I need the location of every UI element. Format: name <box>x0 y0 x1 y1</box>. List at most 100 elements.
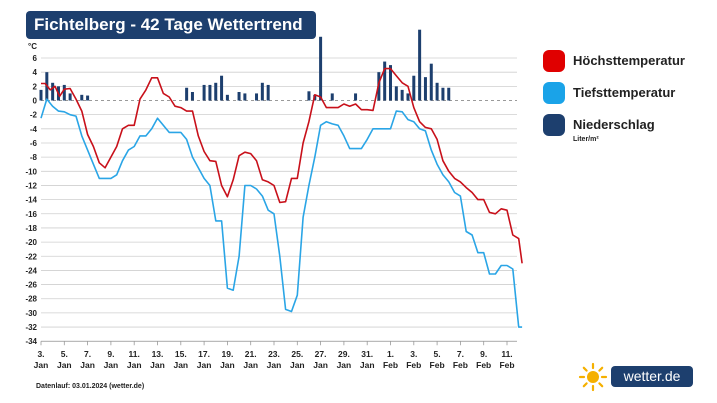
x-tick-month: Jan <box>57 360 72 370</box>
x-tick-month: Feb <box>406 360 421 370</box>
x-tick-day: 21. <box>245 349 257 359</box>
precipitation-bar <box>86 95 90 101</box>
brand-logo[interactable]: wetter.de <box>578 362 696 392</box>
x-tick-month: Jan <box>80 360 95 370</box>
x-tick-day: 11. <box>501 349 512 359</box>
y-tick-label: -6 <box>30 139 38 148</box>
legend-swatch-precip <box>543 114 565 136</box>
precipitation-bar <box>447 87 451 101</box>
y-tick-label: -2 <box>30 111 38 120</box>
precipitation-bar <box>260 82 264 101</box>
page-title: Fichtelberg - 42 Tage Wettertrend <box>26 11 316 39</box>
precipitation-bar <box>383 61 387 101</box>
x-axis: 3.Jan5.Jan7.Jan9.Jan11.Jan13.Jan15.Jan17… <box>34 340 517 370</box>
precipitation-bar <box>255 93 259 101</box>
precipitation-bar <box>389 65 392 101</box>
data-run-note: Datenlauf: 03.01.2024 (wetter.de) <box>36 383 145 390</box>
y-tick-label: 2 <box>33 82 38 91</box>
temperature-lines <box>40 67 523 328</box>
y-tick-label: 4 <box>33 68 38 77</box>
legend-swatch-max <box>543 50 565 72</box>
y-tick-label: 6 <box>33 54 38 63</box>
precipitation-bar <box>68 93 72 101</box>
x-tick-day: 3. <box>410 349 417 359</box>
precipitation-bar <box>220 75 224 101</box>
precipitation-bar <box>394 86 398 101</box>
x-tick-day: 9. <box>480 349 487 359</box>
precipitation-bar <box>185 87 189 101</box>
x-tick-day: 23. <box>268 349 280 359</box>
x-tick-month: Jan <box>220 360 235 370</box>
x-tick-month: Feb <box>499 360 514 370</box>
x-tick-month: Jan <box>267 360 282 370</box>
precipitation-bar <box>80 94 84 101</box>
x-tick-day: 9. <box>107 349 114 359</box>
precipitation-bar <box>435 82 439 101</box>
x-tick-month: Jan <box>150 360 165 370</box>
precipitation-bar <box>190 92 194 101</box>
y-tick-label: -26 <box>25 281 37 290</box>
y-tick-label: -22 <box>25 252 37 261</box>
x-tick-day: 17. <box>198 349 210 359</box>
precipitation-bar <box>412 75 416 101</box>
y-tick-label: -20 <box>25 238 37 247</box>
precipitation-bar <box>214 82 218 101</box>
precipitation-bar <box>39 89 43 101</box>
y-tick-label: -14 <box>25 196 37 205</box>
x-tick-day: 15. <box>175 349 187 359</box>
precipitation-bar <box>400 89 404 101</box>
y-tick-label: -8 <box>30 153 38 162</box>
x-tick-month: Jan <box>337 360 352 370</box>
x-tick-month: Feb <box>453 360 468 370</box>
x-tick-day: 5. <box>434 349 441 359</box>
precipitation-bars <box>39 29 451 101</box>
x-tick-month: Jan <box>173 360 188 370</box>
x-tick-day: 13. <box>152 349 164 359</box>
precipitation-bar <box>243 93 247 101</box>
y-tick-label: -32 <box>25 323 37 332</box>
legend-label-min: Tiefsttemperatur <box>573 85 676 100</box>
x-tick-month: Jan <box>290 360 305 370</box>
y-tick-label: -28 <box>25 295 37 304</box>
max-temperature-line <box>41 67 523 264</box>
brand-badge: wetter.de <box>611 366 693 387</box>
min-temperature-line <box>40 98 523 328</box>
x-tick-month: Jan <box>104 360 119 370</box>
x-tick-day: 27. <box>315 349 327 359</box>
precipitation-bar <box>208 84 212 101</box>
legend-label-precip: Niederschlag <box>573 117 655 132</box>
x-tick-month: Feb <box>476 360 491 370</box>
precipitation-bar <box>429 63 433 101</box>
precipitation-bar <box>202 84 206 101</box>
precipitation-bar <box>354 93 358 101</box>
precipitation-bar <box>51 82 55 101</box>
precipitation-bar <box>62 84 66 101</box>
x-tick-month: Jan <box>197 360 212 370</box>
precipitation-bar <box>266 84 270 101</box>
y-tick-label: -30 <box>25 309 37 318</box>
precipitation-bar <box>237 92 241 101</box>
y-unit-label: °C <box>28 42 37 51</box>
y-axis: 6 4 2 0 -2 -4 -6 -8 -10 -12 -14 -16 -18 -20 -22 -24 -26 -… <box>25 42 37 346</box>
sun-icon <box>578 362 608 392</box>
x-tick-day: 1. <box>387 349 394 359</box>
x-tick-day: 11. <box>129 349 140 359</box>
x-tick-day: 5. <box>61 349 68 359</box>
precipitation-bar <box>307 91 311 101</box>
y-tick-label: -34 <box>25 337 37 346</box>
y-tick-label: 0 <box>33 97 38 106</box>
x-tick-day: 31. <box>361 349 373 359</box>
precipitation-bar <box>423 77 427 101</box>
x-tick-month: Feb <box>383 360 398 370</box>
y-tick-label: -12 <box>25 181 37 190</box>
legend-swatch-min <box>543 82 565 104</box>
precipitation-bar <box>225 94 229 101</box>
x-tick-month: Jan <box>243 360 258 370</box>
y-tick-label: -18 <box>25 224 37 233</box>
x-tick-day: 29. <box>338 349 350 359</box>
precipitation-bar <box>418 29 422 101</box>
y-tick-label: -16 <box>25 210 37 219</box>
x-tick-month: Jan <box>34 360 49 370</box>
y-tick-label: -10 <box>25 167 37 176</box>
